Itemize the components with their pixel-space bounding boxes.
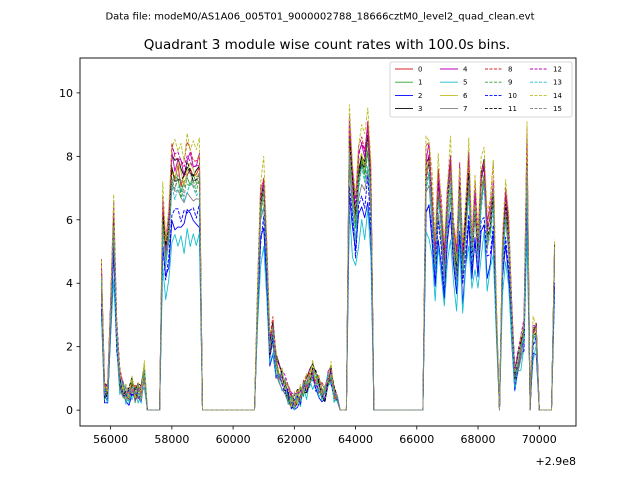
legend-label-14: 14 [553,92,562,100]
y-tick-label: 10 [59,87,73,100]
x-offset-label: +2.9e8 [536,455,576,468]
x-tick-label: 58000 [154,433,189,446]
legend-label-11: 11 [508,105,517,113]
legend-label-15: 15 [553,105,562,113]
legend-label-2: 2 [418,92,422,100]
series-layer [100,104,556,411]
y-tick-label: 2 [66,341,73,354]
legend-label-4: 4 [463,66,468,74]
legend-label-9: 9 [508,79,512,87]
legend-label-13: 13 [553,79,562,87]
series-line-module-15 [100,140,556,411]
legend-label-8: 8 [508,66,512,74]
legend-label-5: 5 [463,79,467,87]
x-axis: 56000 58000 60000 62000 64000 66000 68000 70000 [93,426,557,446]
x-tick-label: 66000 [399,433,434,446]
legend-label-7: 7 [463,105,467,113]
y-axis: 0 2 4 6 8 10 [59,87,80,417]
legend-label-3: 3 [418,105,422,113]
x-tick-label: 70000 [522,433,557,446]
x-tick-label: 60000 [216,433,251,446]
y-tick-label: 8 [66,150,73,163]
x-tick-label: 68000 [461,433,496,446]
x-tick-label: 64000 [338,433,373,446]
y-tick-label: 6 [66,214,73,227]
x-tick-label: 56000 [93,433,128,446]
series-line-module-14 [100,104,556,411]
legend-label-6: 6 [463,92,468,100]
y-tick-label: 0 [66,404,73,417]
legend-label-1: 1 [418,79,422,87]
legend-label-10: 10 [508,92,517,100]
plot-frame [79,57,577,427]
y-tick-label: 4 [66,277,73,290]
legend-label-0: 0 [418,66,422,74]
chart-title: Quadrant 3 module wise count rates with … [144,37,510,53]
suptitle: Data file: modeM0/AS1A06_005T01_90000027… [105,12,534,23]
x-tick-label: 62000 [277,433,312,446]
legend-label-12: 12 [553,66,562,74]
legend-box [389,61,573,118]
